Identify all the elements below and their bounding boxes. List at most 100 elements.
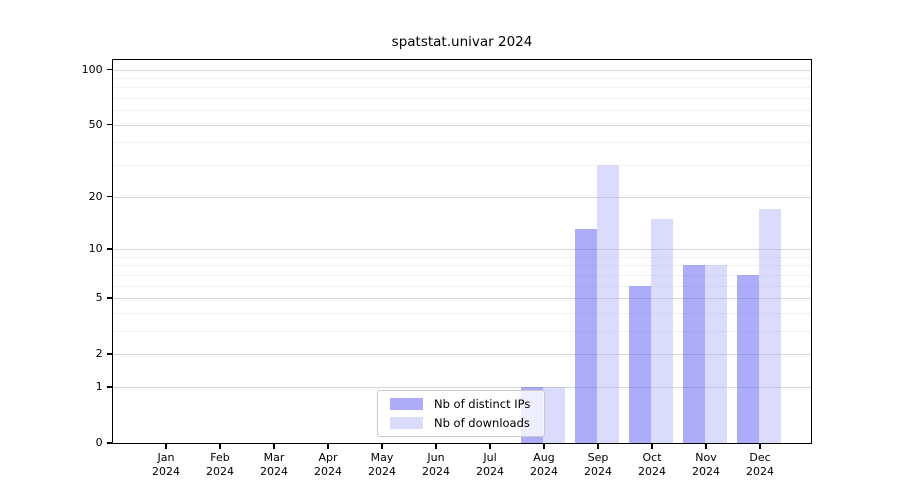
gridline-minor-30	[113, 165, 811, 167]
gridline-minor-9	[113, 256, 811, 258]
x-tick-Sep	[597, 444, 599, 450]
plot-spine-top	[112, 58, 812, 60]
bar-downloads-Oct	[651, 218, 673, 443]
x-tick-Mar	[273, 444, 275, 450]
x-tick-label-May: May 2024	[359, 451, 405, 478]
gridline-major-10	[113, 248, 811, 250]
x-tick-label-Mar: Mar 2024	[251, 451, 297, 478]
x-tick-year-text: 2024	[206, 464, 234, 478]
x-tick-year-text: 2024	[746, 464, 774, 478]
gridline-minor-80	[113, 87, 811, 89]
x-tick-label-Aug: Aug 2024	[521, 451, 567, 478]
chart-title: spatstat.univar 2024	[391, 34, 533, 50]
y-tick-label-20: 20	[88, 189, 103, 203]
x-tick-month-text: Nov	[695, 451, 717, 464]
x-tick-label-Oct: Oct 2024	[629, 451, 675, 478]
x-tick-May	[381, 444, 383, 450]
y-tick-label-1: 1	[95, 379, 103, 393]
gridline-minor-70	[113, 98, 811, 100]
y-tick-label-0: 0	[95, 436, 103, 449]
gridline-minor-7	[113, 274, 811, 276]
x-tick-month-text: Dec	[749, 451, 771, 464]
bar-distinct-ips-Nov	[683, 265, 705, 443]
x-tick-label-Nov: Nov 2024	[683, 451, 729, 478]
x-tick-month-text: Jan	[157, 451, 175, 464]
x-tick-month-text: Feb	[210, 451, 230, 464]
gridline-minor-4	[113, 312, 811, 314]
x-tick-Apr	[327, 444, 329, 450]
x-tick-label-Sep: Sep 2024	[575, 451, 621, 478]
y-tick-10	[106, 248, 112, 250]
plot-spine-left	[111, 58, 113, 445]
bar-distinct-ips-Sep	[575, 229, 597, 443]
legend-label-downloads: Nb of downloads	[434, 416, 530, 430]
x-tick-label-Jan: Jan 2024	[143, 451, 189, 478]
gridline-major-50	[113, 124, 811, 126]
x-tick-month-text: May	[370, 451, 394, 464]
legend: Nb of distinct IPs Nb of downloads	[377, 390, 545, 437]
bar-downloads-Dec	[759, 209, 781, 443]
x-tick-month-text: Apr	[318, 451, 338, 464]
x-tick-year-text: 2024	[152, 464, 180, 478]
y-tick-label-10: 10	[88, 241, 103, 255]
gridline-major-100	[113, 69, 811, 71]
gridline-major-5	[113, 297, 811, 299]
y-tick-50	[106, 124, 112, 126]
x-tick-Jul	[489, 444, 491, 450]
legend-swatch-downloads-icon	[390, 417, 423, 429]
bar-downloads-Nov	[705, 265, 727, 443]
y-tick-5	[106, 297, 112, 299]
legend-swatch-distinct-ips-icon	[390, 398, 423, 410]
legend-entry-distinct-ips: Nb of distinct IPs	[378, 397, 544, 412]
x-tick-year-text: 2024	[260, 464, 288, 478]
y-tick-100	[106, 68, 112, 71]
x-tick-Nov	[705, 444, 707, 450]
y-tick-2	[106, 353, 112, 355]
bar-downloads-Sep	[597, 165, 619, 443]
y-tick-20	[106, 195, 112, 198]
x-tick-year-text: 2024	[530, 464, 558, 478]
bar-downloads-Aug	[543, 386, 565, 443]
x-tick-month-text: Jul	[483, 451, 497, 464]
x-tick-month-text: Oct	[642, 451, 662, 464]
x-tick-month-text: Mar	[263, 451, 285, 464]
bar-distinct-ips-Oct	[629, 285, 651, 443]
plot-spine-right	[811, 58, 813, 445]
y-tick-label-50: 50	[88, 117, 103, 131]
y-tick-1	[106, 386, 112, 388]
x-tick-label-Jul: Jul 2024	[467, 451, 513, 478]
x-tick-month-text: Jun	[427, 451, 445, 464]
legend-label-distinct-ips: Nb of distinct IPs	[434, 397, 531, 411]
x-tick-label-Dec: Dec 2024	[737, 451, 783, 478]
gridline-minor-8	[113, 265, 811, 267]
gridline-minor-90	[113, 77, 811, 79]
gridline-major-2	[113, 354, 811, 356]
x-tick-Jan	[165, 444, 167, 450]
gridline-major-20	[113, 196, 811, 198]
x-tick-year-text: 2024	[314, 464, 342, 478]
x-tick-year-text: 2024	[476, 464, 504, 478]
y-tick-label-100: 100	[81, 62, 103, 76]
x-tick-year-text: 2024	[368, 464, 396, 478]
x-tick-label-Jun: Jun 2024	[413, 451, 459, 478]
x-tick-Aug	[543, 444, 545, 450]
y-tick-0	[106, 442, 112, 444]
x-tick-year-text: 2024	[422, 464, 450, 478]
x-tick-month-text: Sep	[587, 451, 609, 464]
x-tick-year-text: 2024	[692, 464, 720, 478]
gridline-major-1	[113, 386, 811, 388]
gridline-minor-40	[113, 142, 811, 144]
x-tick-year-text: 2024	[638, 464, 666, 478]
y-tick-label-5: 5	[95, 290, 103, 304]
y-tick-label-2: 2	[95, 347, 103, 361]
bar-distinct-ips-Dec	[737, 274, 759, 443]
x-tick-Jun	[435, 444, 437, 450]
x-tick-year-text: 2024	[584, 464, 612, 478]
gridline-minor-60	[113, 110, 811, 112]
gridline-minor-6	[113, 285, 811, 287]
plot-spine-bottom	[112, 443, 812, 445]
gridline-minor-3	[113, 330, 811, 332]
legend-entry-downloads: Nb of downloads	[378, 416, 544, 431]
x-tick-Oct	[651, 444, 653, 450]
